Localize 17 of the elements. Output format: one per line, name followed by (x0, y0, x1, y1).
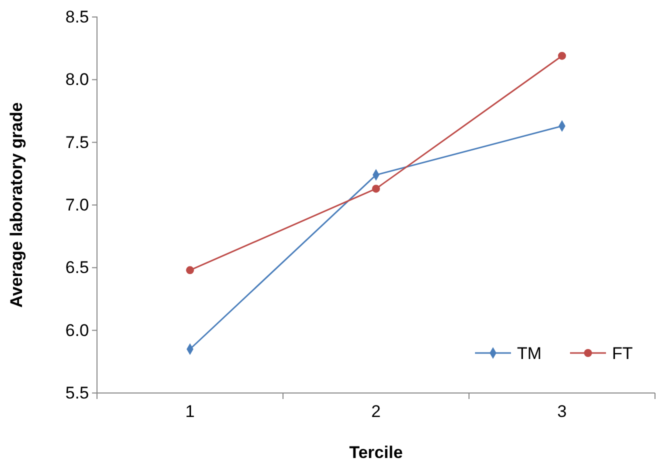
legend-label: FT (612, 344, 633, 363)
y-tick-label: 7.5 (65, 132, 89, 152)
point (558, 52, 566, 60)
point (372, 184, 380, 193)
y-tick-label: 8.5 (65, 7, 89, 26)
x-axis-title: Tercile (349, 443, 403, 462)
y-tick-label: 6.0 (65, 320, 89, 340)
y-axis-title: Average laboratory grade (7, 102, 26, 308)
x-tick-label: 2 (371, 402, 381, 422)
y-tick-label: 5.5 (65, 383, 89, 402)
point (186, 266, 194, 274)
y-tick-label: 7.0 (65, 195, 89, 214)
y-tick-label: 8.0 (65, 70, 89, 90)
x-tick-label: 3 (557, 402, 567, 422)
x-tick-label: 1 (185, 402, 195, 422)
y-tick-label: 6.5 (65, 258, 89, 278)
legend-label: TM (517, 344, 542, 363)
